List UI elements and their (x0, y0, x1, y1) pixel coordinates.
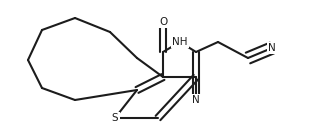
Text: N: N (268, 43, 276, 53)
Text: N: N (192, 95, 200, 105)
Text: S: S (112, 113, 118, 123)
Text: O: O (159, 17, 167, 27)
Text: NH: NH (172, 37, 188, 47)
